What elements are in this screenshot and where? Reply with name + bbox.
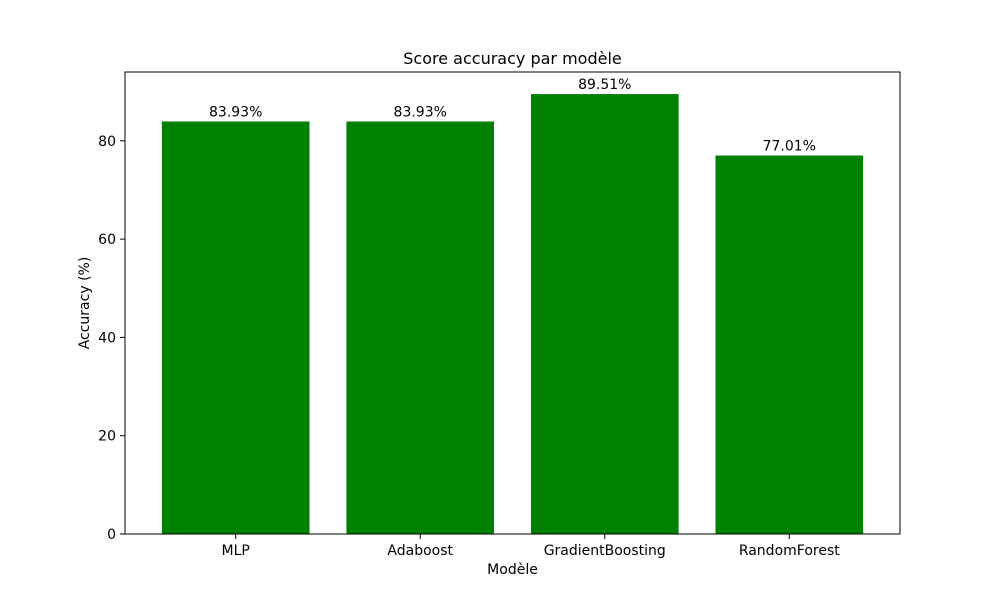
x-tick-label-gradientboosting: GradientBoosting — [544, 543, 666, 559]
bar-mlp — [161, 121, 310, 535]
x-tick-label-randomforest: RandomForest — [739, 543, 840, 559]
data-label-mlp: 83.93% — [209, 104, 262, 120]
bar-adaboost — [346, 121, 495, 535]
y-tick-label-0: 0 — [107, 527, 116, 543]
y-axis-label: Accuracy (%) — [77, 257, 93, 350]
data-label-gradientboosting: 89.51% — [578, 77, 631, 93]
x-axis-label: Modèle — [487, 562, 538, 578]
y-tick-label-80: 80 — [98, 134, 116, 150]
y-tick-label-40: 40 — [98, 330, 116, 346]
plot-area: 83.93% MLP 83.93% Adaboost 89.51% GradientBoo… — [98, 71, 901, 559]
plot-frame — [124, 71, 901, 535]
y-tick-label-60: 60 — [98, 232, 116, 248]
x-tick-label-adaboost: Adaboost — [387, 543, 453, 559]
y-tick-label-20: 20 — [98, 429, 116, 445]
x-tick-label-mlp: MLP — [222, 543, 250, 559]
chart-title: Score accuracy par modèle — [403, 49, 621, 68]
data-label-randomforest: 77.01% — [763, 139, 816, 155]
bar-randomforest — [715, 155, 864, 534]
data-label-adaboost: 83.93% — [394, 104, 447, 120]
bar-gradientboosting — [530, 94, 679, 534]
